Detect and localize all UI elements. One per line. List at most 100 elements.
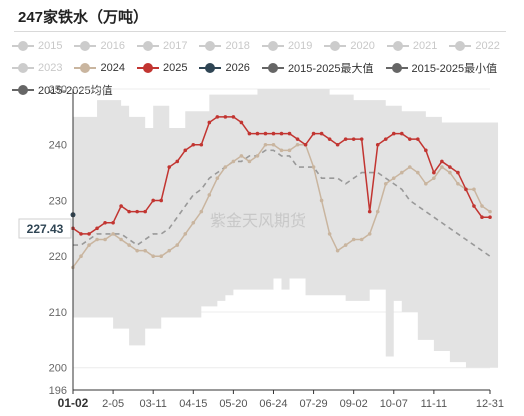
legend-item[interactable]: 2015-2025均值 [12, 82, 113, 98]
x-tick-label: 01-02 [58, 396, 89, 410]
series-point [247, 131, 252, 136]
series-point [183, 232, 188, 236]
legend-swatch [386, 41, 409, 51]
series-point [127, 243, 131, 247]
series-point [464, 187, 468, 192]
axis-layer: 196 200 210 220 230 240 250 01-02 2-05 03-11 04-15… [49, 84, 504, 410]
legend-item[interactable]: 2015 [12, 40, 62, 52]
legend-item[interactable]: 2026 [199, 62, 250, 74]
series-point [271, 142, 276, 147]
series-point [255, 131, 260, 136]
series-point [488, 215, 492, 220]
legend-item[interactable]: 2022 [449, 40, 500, 52]
series-point [472, 204, 476, 208]
legend-item[interactable]: 2019 [261, 40, 312, 52]
legend-item[interactable]: 2015-2025最大值 [261, 60, 374, 76]
series-point [327, 232, 332, 236]
series-point [367, 232, 372, 236]
legend-label: 2023 [38, 62, 63, 74]
title-divider [14, 31, 506, 32]
series-line [73, 149, 491, 257]
x-tick-label: 04-15 [179, 398, 207, 410]
watermark: 紫金天风期货 [210, 212, 306, 230]
legend-label: 2024 [100, 62, 125, 74]
y-tick-label: 230 [49, 195, 67, 207]
series-point [223, 165, 228, 169]
series-point [95, 226, 99, 231]
series-point [448, 165, 452, 169]
x-tick-label: 06-24 [259, 398, 287, 410]
series-point [383, 181, 388, 186]
series-point [151, 254, 155, 259]
series-point [351, 237, 356, 242]
series-point [408, 165, 412, 169]
legend-item[interactable]: 2021 [386, 40, 438, 52]
series-point [432, 176, 436, 180]
legend-item[interactable]: 2018 [199, 40, 250, 52]
series-point [480, 215, 484, 220]
series-point [488, 209, 492, 214]
series-point [167, 165, 172, 169]
series-point [191, 220, 196, 225]
series-point [399, 131, 404, 136]
series-point [480, 204, 484, 208]
series-point [279, 148, 284, 153]
series-point [223, 115, 228, 119]
legend-swatch [199, 63, 222, 73]
series-point [167, 248, 172, 253]
legend-label: 2015-2025最小值 [411, 63, 498, 75]
series-point [215, 115, 220, 119]
series-point [367, 209, 372, 214]
series-point [416, 170, 420, 175]
series-point [143, 209, 147, 214]
series-point [87, 232, 91, 236]
series-point [311, 165, 316, 169]
legend-swatch [12, 63, 34, 73]
legend-label: 2021 [412, 40, 438, 52]
series-point [79, 254, 83, 259]
x-tick-label: 05-20 [219, 398, 247, 410]
legend-label: 2020 [350, 40, 375, 52]
series-point [215, 176, 220, 180]
series-point [391, 176, 396, 180]
legend-label: 2017 [162, 40, 188, 52]
series-point [111, 232, 115, 236]
series-point [103, 237, 107, 242]
series-point [191, 142, 196, 147]
legend-item[interactable]: 2017 [136, 40, 188, 52]
x-tick-label: 2-05 [102, 398, 124, 410]
legend-item[interactable]: 2024 [74, 62, 125, 74]
legend-label: 2016 [100, 40, 125, 52]
legend-swatch [324, 41, 347, 51]
legend-row: 2015 2016 2017 2018 2019 2020 2021 2022 [12, 35, 512, 57]
legend-swatch [136, 41, 159, 51]
series-point [183, 148, 188, 153]
legend-item[interactable]: 2025 [136, 62, 187, 74]
series-point [199, 142, 204, 147]
series-point [239, 120, 244, 125]
legend-item[interactable]: 2020 [324, 40, 375, 52]
series-point [95, 237, 99, 242]
legend: 2015 2016 2017 2018 2019 2020 2021 2022 2023 2024… [12, 35, 512, 101]
series-point [231, 159, 236, 164]
series-point [440, 165, 444, 169]
series-point [175, 159, 180, 164]
series-point [472, 187, 476, 192]
series-point [135, 209, 139, 214]
series-point [279, 131, 284, 136]
series-point [239, 154, 244, 158]
legend-swatch [261, 41, 284, 51]
series-point [247, 159, 252, 164]
series-point [271, 131, 276, 136]
value-label-text: 227.43 [27, 222, 64, 236]
y-tick-label: 196 [49, 385, 67, 397]
series-point [319, 198, 324, 203]
legend-item[interactable]: 2015-2025最小值 [385, 60, 498, 76]
series-point [159, 254, 164, 259]
legend-item[interactable]: 2016 [74, 40, 125, 52]
series-point [359, 237, 364, 242]
value-label: 227.43 [18, 218, 72, 239]
legend-item[interactable]: 2023 [12, 62, 62, 74]
series-point [359, 137, 364, 141]
legend-swatch [136, 63, 159, 73]
